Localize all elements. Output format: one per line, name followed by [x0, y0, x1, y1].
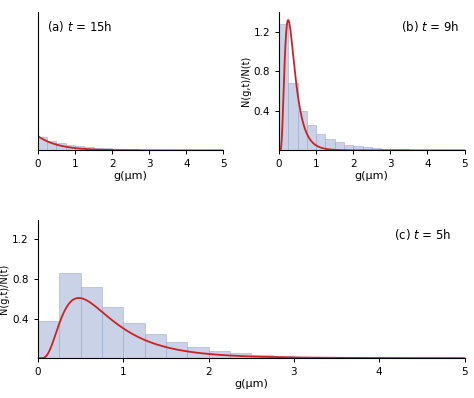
Bar [66, 145, 75, 150]
Text: (b) $t$ = 9h: (b) $t$ = 9h [401, 19, 459, 34]
Bar [279, 24, 288, 150]
Bar [230, 353, 251, 358]
Bar [38, 137, 47, 150]
Bar [273, 356, 294, 358]
Bar [187, 347, 209, 358]
Bar [123, 323, 145, 358]
Bar [103, 148, 112, 150]
X-axis label: g(μm): g(μm) [234, 378, 268, 388]
Bar [315, 357, 337, 358]
Text: (a) $t$ = 15h: (a) $t$ = 15h [47, 19, 113, 34]
Bar [363, 147, 372, 150]
Bar [353, 146, 363, 150]
Bar [251, 355, 273, 358]
Bar [59, 273, 81, 358]
Bar [47, 140, 56, 150]
Bar [372, 148, 381, 150]
Bar [307, 125, 316, 150]
Bar [84, 147, 93, 150]
Bar [294, 357, 315, 358]
Bar [75, 146, 84, 150]
X-axis label: g(μm): g(μm) [355, 171, 389, 181]
Bar [326, 139, 335, 150]
Bar [381, 149, 390, 150]
Bar [112, 149, 121, 150]
Bar [335, 142, 344, 150]
Bar [288, 83, 298, 150]
Bar [390, 149, 400, 150]
Bar [93, 148, 103, 150]
Y-axis label: N(g,t)/N(t): N(g,t)/N(t) [0, 264, 9, 314]
Bar [316, 134, 326, 150]
Y-axis label: N(g,t)/N(t): N(g,t)/N(t) [241, 56, 251, 106]
Bar [298, 111, 307, 150]
X-axis label: g(μm): g(μm) [114, 171, 147, 181]
Bar [337, 357, 358, 358]
Text: (c) $t$ = 5h: (c) $t$ = 5h [394, 226, 452, 242]
Bar [121, 149, 131, 150]
Bar [166, 342, 187, 358]
Bar [81, 287, 102, 358]
Bar [56, 143, 66, 150]
Bar [209, 351, 230, 358]
Bar [102, 307, 123, 358]
Bar [38, 321, 59, 358]
Bar [145, 334, 166, 358]
Bar [344, 144, 353, 150]
